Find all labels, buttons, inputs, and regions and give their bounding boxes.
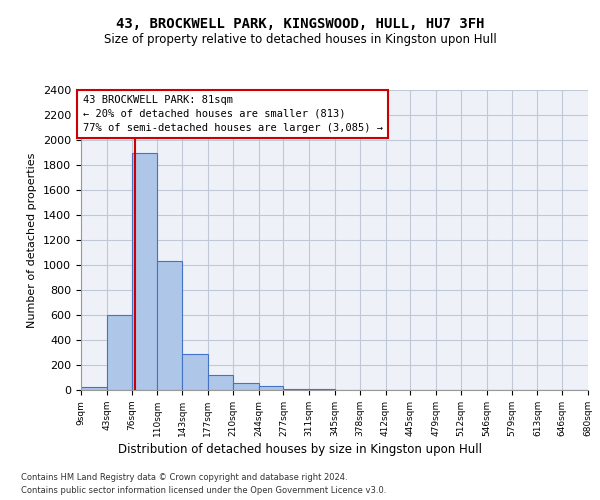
Text: Size of property relative to detached houses in Kingston upon Hull: Size of property relative to detached ho… [104, 32, 496, 46]
Text: Contains public sector information licensed under the Open Government Licence v3: Contains public sector information licen… [21, 486, 386, 495]
Bar [107, 315, 131, 390]
Text: Contains HM Land Registry data © Crown copyright and database right 2024.: Contains HM Land Registry data © Crown c… [21, 472, 347, 482]
Text: 43, BROCKWELL PARK, KINGSWOOD, HULL, HU7 3FH: 43, BROCKWELL PARK, KINGSWOOD, HULL, HU7… [116, 18, 484, 32]
Bar [131, 152, 157, 390]
Bar [283, 389, 309, 390]
Y-axis label: Number of detached properties: Number of detached properties [28, 152, 37, 328]
Bar [81, 387, 107, 390]
Bar [157, 261, 182, 390]
Bar [233, 383, 259, 390]
Bar [208, 375, 233, 390]
Text: Distribution of detached houses by size in Kingston upon Hull: Distribution of detached houses by size … [118, 442, 482, 456]
Bar [259, 386, 283, 390]
Text: 43 BROCKWELL PARK: 81sqm
← 20% of detached houses are smaller (813)
77% of semi-: 43 BROCKWELL PARK: 81sqm ← 20% of detach… [83, 95, 383, 133]
Bar [182, 354, 208, 390]
